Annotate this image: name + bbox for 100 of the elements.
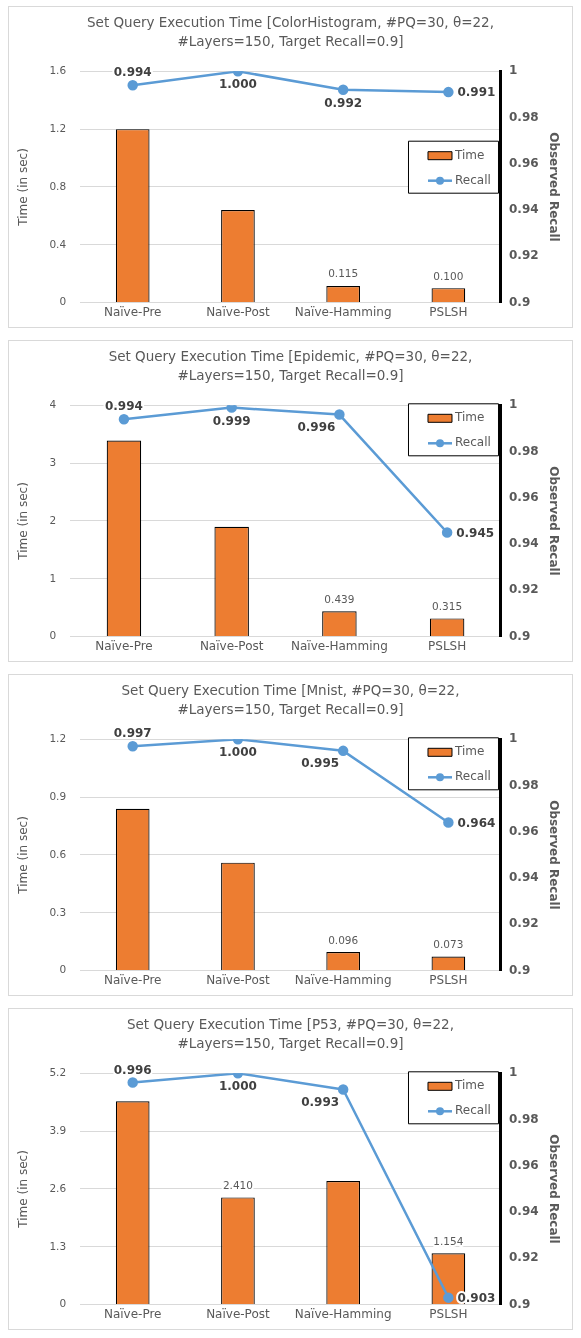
x-tick-label: Naïve-Pre [95,638,153,653]
chart-title: Set Query Execution Time [Epidemic, #PQ=30, θ=22, #Layers=150, Target Recall=0.9] [107,347,474,385]
legend-label: Time [453,744,485,759]
y2-tick-label: 0.98 [508,1111,539,1126]
y2-tick-label: 0.9 [508,628,531,643]
point [127,1077,138,1088]
y-axis-title: Time (in sec) [16,816,31,895]
y2-axis-title: Observed Recall [546,466,561,576]
y-tick-label: 3 [49,455,57,468]
y2-tick-label: 0.96 [508,489,539,504]
y-tick-label: 0.9 [49,789,67,802]
y-tick-label: 2.6 [49,1181,67,1194]
y-axis-title: Time (in sec) [16,482,31,561]
y2-tick-label: 1 [508,63,518,78]
legend-label: Recall [454,435,491,450]
point [337,1084,349,1095]
y-axis-title: Time (in sec) [16,1150,31,1229]
y2-tick-label: 0.94 [508,1204,539,1219]
data-label: 1.154 [433,1234,464,1247]
data-label: 0.096 [328,933,359,946]
y-tick-label: 3.9 [49,1123,67,1136]
x-tick-label: Naïve-Hamming [294,1306,392,1321]
y2-tick-label: 0.98 [508,109,539,124]
data-label: 0.996 [113,1062,152,1077]
chart-title: Set Query Execution Time [P53, #PQ=30, θ=22, #Layers=150, Target Recall=0.9] [126,1015,455,1053]
x-tick-label: Naïve-Pre [103,304,162,319]
point [226,405,237,413]
x-tick-label: Naïve-Hamming [294,304,392,319]
legend-label: Time [453,410,485,425]
y2-axis-title: Observed Recall [546,800,561,910]
y2-tick-label: 0.92 [508,248,539,263]
point [118,413,130,425]
data-label: 0.945 [456,525,495,540]
legend-label: Time [453,147,485,162]
data-label: 0.997 [113,726,152,741]
x-tick-label: Naïve-Post [199,638,264,653]
data-label: 0.994 [113,65,152,80]
x-tick-label: PSLSH [429,1306,468,1321]
point [443,1292,454,1303]
y2-tick-label: 1 [508,731,518,746]
y-tick-label: 5.2 [49,1066,67,1079]
y2-tick-label: 0.92 [508,1250,539,1265]
y2-tick-label: 0.98 [508,777,539,792]
data-label: 1.000 [218,77,257,92]
x-tick-label: PSLSH [429,972,468,987]
x-tick-label: Naïve-Pre [103,972,162,987]
data-label: 1.000 [218,745,257,760]
y2-tick-label: 0.96 [508,823,539,838]
data-label: 0.964 [457,815,496,830]
y2-tick-label: 0.94 [508,536,539,551]
y2-tick-label: 1 [508,397,518,412]
y2-axis-title: Observed Recall [546,132,561,242]
y-axis-title: Time (in sec) [16,148,31,227]
point [334,409,345,420]
data-label: 0.115 [328,267,359,280]
x-tick-label: Naïve-Post [206,972,271,987]
point [441,527,453,538]
legend-label: Recall [454,769,491,784]
y-tick-label: 0.4 [49,237,67,250]
y2-tick-label: 0.96 [508,1157,539,1172]
data-label: 0.073 [433,938,464,951]
y2-tick-label: 1 [508,1065,518,1080]
chart-title: Set Query Execution Time [ColorHistogram, #PQ=30, θ=22, #Layers=150, Target Recall=0.9] [86,13,495,51]
x-tick-label: Naïve-Hamming [291,638,388,653]
data-label: 0.992 [324,95,363,110]
point [337,745,349,757]
data-label: 0.995 [301,755,340,770]
point [127,740,138,752]
y-tick-label: 1.3 [49,1239,67,1252]
x-tick-label: Naïve-Pre [103,1306,162,1321]
data-label: 0.439 [324,592,355,605]
y2-tick-label: 0.9 [508,294,531,309]
data-label: 0.100 [433,269,464,282]
y2-axis-title: Observed Recall [546,1134,561,1244]
y-tick-label: 0.6 [49,847,67,860]
data-label: 1.000 [218,1079,257,1094]
y2-tick-label: 0.94 [508,870,539,885]
y-tick-label: 0 [59,963,67,976]
y2-tick-label: 0.92 [508,582,539,597]
data-label: 0.994 [104,399,143,414]
y2-tick-label: 0.96 [508,155,539,170]
data-label: 0.991 [457,85,496,100]
x-tick-label: Naïve-Post [206,1306,271,1321]
y-tick-label: 0 [59,1297,67,1310]
legend-label: Time [453,1078,485,1093]
data-label: 0.999 [212,413,251,428]
y-tick-label: 1.2 [49,732,67,745]
y-tick-label: 0 [49,629,57,642]
legend-label: Recall [454,1103,491,1118]
y2-tick-label: 0.98 [508,443,539,458]
y-tick-label: 4 [49,398,57,411]
y-tick-label: 0.8 [49,179,67,192]
legend-label: Recall [454,172,491,187]
chart-title: Set Query Execution Time [Mnist, #PQ=30, θ=22, #Layers=150, Target Recall=0.9] [120,681,461,719]
data-label: 0.993 [301,1094,340,1109]
y-tick-label: 1.6 [49,64,67,77]
y2-tick-label: 0.92 [508,916,539,931]
y-tick-label: 0.3 [49,905,67,918]
y2-tick-label: 0.9 [508,962,531,977]
y2-tick-label: 0.9 [508,1296,531,1311]
